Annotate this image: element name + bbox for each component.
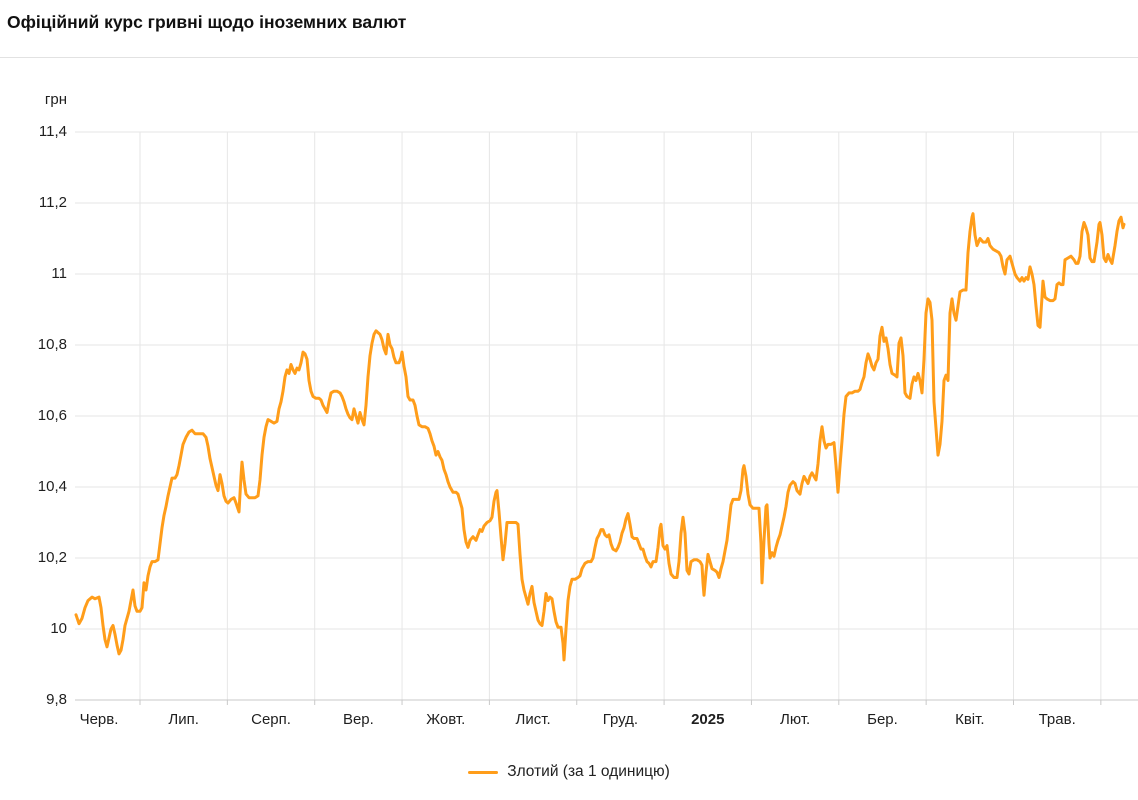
- x-axis-month-label: Бер.: [867, 711, 898, 728]
- legend-line-dash-icon: [468, 770, 499, 774]
- x-axis-month-label: 2025: [691, 711, 725, 728]
- x-axis-month-label: Жовт.: [426, 711, 466, 728]
- legend-label: Злотий (за 1 одиницю): [507, 763, 670, 780]
- series-line-zloty: [74, 212, 1126, 662]
- y-axis-tick-label: 11,4: [38, 123, 67, 140]
- chart-legend: Злотий (за 1 одиницю): [0, 763, 1138, 781]
- x-axis-month-label: Трав.: [1038, 711, 1076, 728]
- header-divider: [0, 57, 1138, 58]
- y-axis-tick-label: 9,8: [46, 691, 67, 708]
- x-axis-month-label: Вер.: [342, 711, 374, 728]
- y-axis-tick-label: 11,2: [38, 194, 67, 211]
- y-axis-tick-label: 10,8: [37, 336, 67, 353]
- x-axis-month-label: Черв.: [79, 711, 119, 728]
- x-axis-month-label: Серп.: [251, 711, 291, 728]
- y-axis-tick-label: 10: [50, 620, 67, 637]
- y-axis-tick-label: 10,4: [37, 478, 67, 495]
- x-axis-month-label: Груд.: [602, 711, 639, 728]
- y-axis-tick-label: 11: [51, 265, 67, 282]
- page-title: Офіційний курс гривні щодо іноземних вал…: [7, 12, 407, 32]
- x-axis-month-label: Квіт.: [955, 711, 985, 728]
- x-axis-month-label: Лют.: [780, 711, 811, 728]
- y-axis-tick-label: 10,2: [37, 549, 67, 566]
- x-axis-month-label: Лист.: [515, 711, 551, 728]
- y-axis-tick-label: 10,6: [37, 407, 67, 424]
- y-axis-unit-label: грн: [44, 91, 67, 108]
- legend-item-zloty[interactable]: Злотий (за 1 одиницю): [468, 763, 670, 781]
- x-axis-month-label: Лип.: [168, 711, 199, 728]
